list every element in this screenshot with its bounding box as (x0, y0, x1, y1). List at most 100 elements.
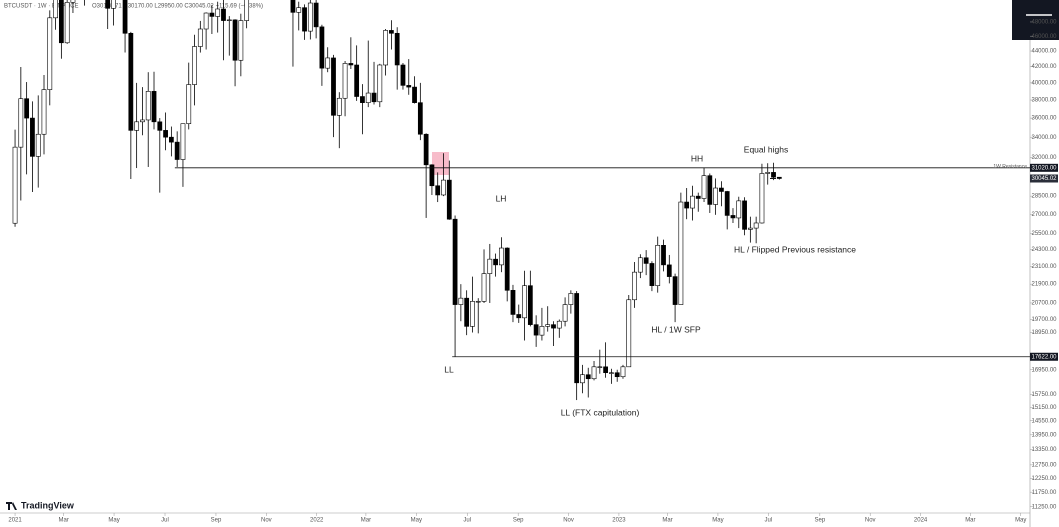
candle-body (417, 102, 423, 135)
candles (12, 0, 782, 401)
x-tick-label: 2023 (612, 518, 626, 524)
candle-body (412, 86, 417, 103)
candle-body (111, 0, 116, 9)
y-tick-label: 14550.00 (1031, 418, 1057, 424)
candle-body (568, 293, 574, 305)
y-tick-label: 28500.00 (1031, 194, 1057, 200)
y-tick-label: 11250.00 (1032, 504, 1057, 510)
candle-body (574, 293, 580, 384)
candle-body (724, 191, 730, 216)
candle-body (771, 172, 776, 178)
annotation: LH (496, 193, 507, 203)
candle-body (591, 366, 597, 380)
candle-body (441, 179, 446, 196)
y-tick-label: 42000.00 (1031, 64, 1057, 70)
candle-body (458, 297, 464, 305)
candle-body (719, 187, 724, 192)
candle-body (192, 46, 197, 85)
candle-body (707, 175, 713, 205)
candle-body (597, 366, 603, 368)
y-tick-label: 36000.00 (1031, 116, 1057, 122)
candle-body (736, 200, 742, 219)
candle-body (545, 324, 551, 327)
candle-body (452, 218, 458, 305)
highlight-box (432, 152, 449, 175)
candle-body (487, 258, 493, 274)
ohlc-header: O30160.71 H30170.00 L29950.00 C30045.02 … (92, 4, 263, 10)
candle-body (499, 247, 504, 266)
candle-body (319, 26, 325, 69)
y-tick-label: 12750.00 (1031, 462, 1057, 468)
y-tick-label: 13950.00 (1031, 432, 1057, 438)
x-tick-label: Sep (513, 518, 524, 524)
candle-body (643, 257, 649, 264)
y-tick-label: 18950.00 (1031, 330, 1057, 336)
candle-body (493, 258, 498, 266)
candle-body (302, 7, 307, 32)
candle-body (58, 0, 64, 44)
y-tick-label: 20700.00 (1031, 301, 1057, 307)
candle-body (655, 245, 661, 286)
candle-body (580, 374, 585, 384)
candle-body (470, 301, 475, 327)
candle-body (134, 121, 140, 131)
y-tick-label: 25500.00 (1031, 231, 1057, 237)
annotation: Equal highs (744, 144, 788, 154)
candle-body (360, 96, 365, 103)
candle-body (24, 98, 30, 119)
x-tick-label: 2022 (310, 518, 324, 524)
brand-logo (6, 502, 17, 510)
candle-body (481, 273, 487, 302)
candle-body (221, 8, 226, 21)
annotation: HL / 1W SFP (651, 324, 701, 334)
candle-body (406, 85, 412, 88)
candle-body (12, 146, 18, 224)
candle-body (128, 32, 134, 131)
candle-body (556, 320, 562, 329)
candle-body (435, 185, 441, 196)
candle-body (666, 264, 672, 277)
candle-body (163, 130, 168, 138)
candle-body (730, 215, 736, 219)
x-tick-label: Mar (361, 518, 371, 524)
candle-body (105, 0, 111, 9)
x-tick-label: Sep (211, 518, 222, 524)
candle-body (475, 301, 481, 303)
y-tick-label: 19700.00 (1031, 317, 1057, 323)
y-tick-label: 15150.00 (1031, 405, 1057, 411)
y-tick-label: 21900.00 (1031, 282, 1057, 288)
candle-body (747, 227, 753, 230)
y-tick-label: 27000.00 (1031, 212, 1057, 218)
y-tick-label: 11750.00 (1032, 490, 1057, 496)
candle-body (377, 64, 383, 103)
candle-body (684, 201, 690, 209)
candle-body (429, 164, 435, 187)
candle-body (238, 20, 244, 61)
x-tick-label: Sep (814, 518, 825, 524)
y-tick-label: 24300.00 (1031, 247, 1057, 253)
candle-body (174, 141, 180, 160)
x-tick-label: 2024 (914, 518, 928, 524)
candle-body (122, 0, 128, 34)
candle-body (371, 92, 377, 103)
x-tick-label: Jul (161, 518, 169, 524)
candle-body (226, 19, 232, 21)
candle-body (365, 92, 371, 103)
x-tick-label: Mar (662, 518, 672, 524)
y-tick-label: 48000.00 (1031, 20, 1057, 26)
candle-body (637, 257, 643, 273)
candle-body (759, 173, 765, 224)
candle-body (464, 297, 470, 327)
candle-body (527, 285, 533, 325)
candle-body (510, 290, 516, 315)
candle-body (551, 324, 556, 329)
x-tick-label: Nov (865, 518, 876, 524)
candle-body (35, 133, 41, 157)
corner-widget[interactable] (1012, 0, 1059, 40)
candle-body (244, 0, 250, 21)
x-tick-label: May (712, 518, 723, 524)
candle-body (504, 247, 510, 291)
level-price-label: 17622.00 (1031, 354, 1057, 360)
candle-body (400, 64, 406, 86)
